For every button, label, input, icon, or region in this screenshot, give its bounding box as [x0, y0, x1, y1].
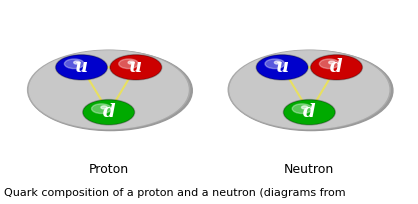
- Circle shape: [101, 106, 107, 109]
- Text: d: d: [102, 103, 115, 121]
- Text: u: u: [129, 58, 143, 76]
- Circle shape: [110, 55, 162, 80]
- Circle shape: [29, 51, 188, 129]
- Circle shape: [319, 59, 339, 69]
- Circle shape: [92, 104, 111, 113]
- Text: Proton: Proton: [89, 163, 129, 176]
- Circle shape: [28, 50, 190, 129]
- Circle shape: [64, 59, 84, 69]
- Circle shape: [265, 59, 285, 69]
- Circle shape: [28, 51, 192, 131]
- Circle shape: [128, 61, 134, 64]
- Circle shape: [329, 61, 335, 64]
- Text: d: d: [303, 103, 316, 121]
- Circle shape: [256, 55, 308, 80]
- Text: u: u: [275, 58, 289, 76]
- Circle shape: [229, 51, 393, 131]
- Text: u: u: [75, 58, 88, 76]
- Circle shape: [228, 50, 390, 129]
- Circle shape: [301, 106, 308, 109]
- Circle shape: [274, 61, 280, 64]
- Circle shape: [292, 104, 312, 113]
- Circle shape: [230, 51, 389, 129]
- Circle shape: [283, 100, 335, 125]
- Circle shape: [83, 100, 135, 125]
- Circle shape: [311, 55, 362, 80]
- Text: Neutron: Neutron: [284, 163, 334, 176]
- Circle shape: [56, 55, 107, 80]
- Circle shape: [74, 61, 80, 64]
- Text: Quark composition of a proton and a neutron (diagrams from: Quark composition of a proton and a neut…: [4, 188, 349, 198]
- Circle shape: [119, 59, 138, 69]
- Text: d: d: [330, 58, 343, 76]
